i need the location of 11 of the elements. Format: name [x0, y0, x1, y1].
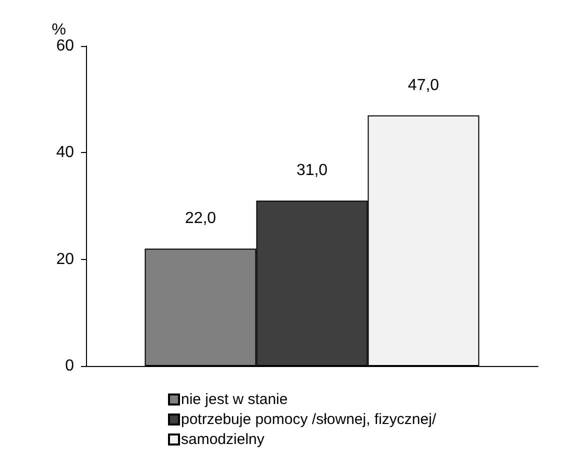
legend-label: samodzielny — [181, 431, 265, 448]
legend-label: nie jest w stanie — [181, 391, 288, 408]
y-tick-label: 60 — [56, 38, 74, 54]
data-label: 22,0 — [184, 210, 216, 228]
y-tick-label: 20 — [56, 250, 74, 268]
y-axis-title: % — [52, 22, 66, 39]
data-label: 31,0 — [296, 162, 328, 180]
data-label: 47,0 — [408, 76, 440, 94]
y-tick-label: 40 — [56, 144, 74, 162]
legend-label: potrzebuje pomocy /słownej, fizycznej/ — [181, 411, 437, 428]
y-tick-label: 0 — [65, 358, 74, 374]
